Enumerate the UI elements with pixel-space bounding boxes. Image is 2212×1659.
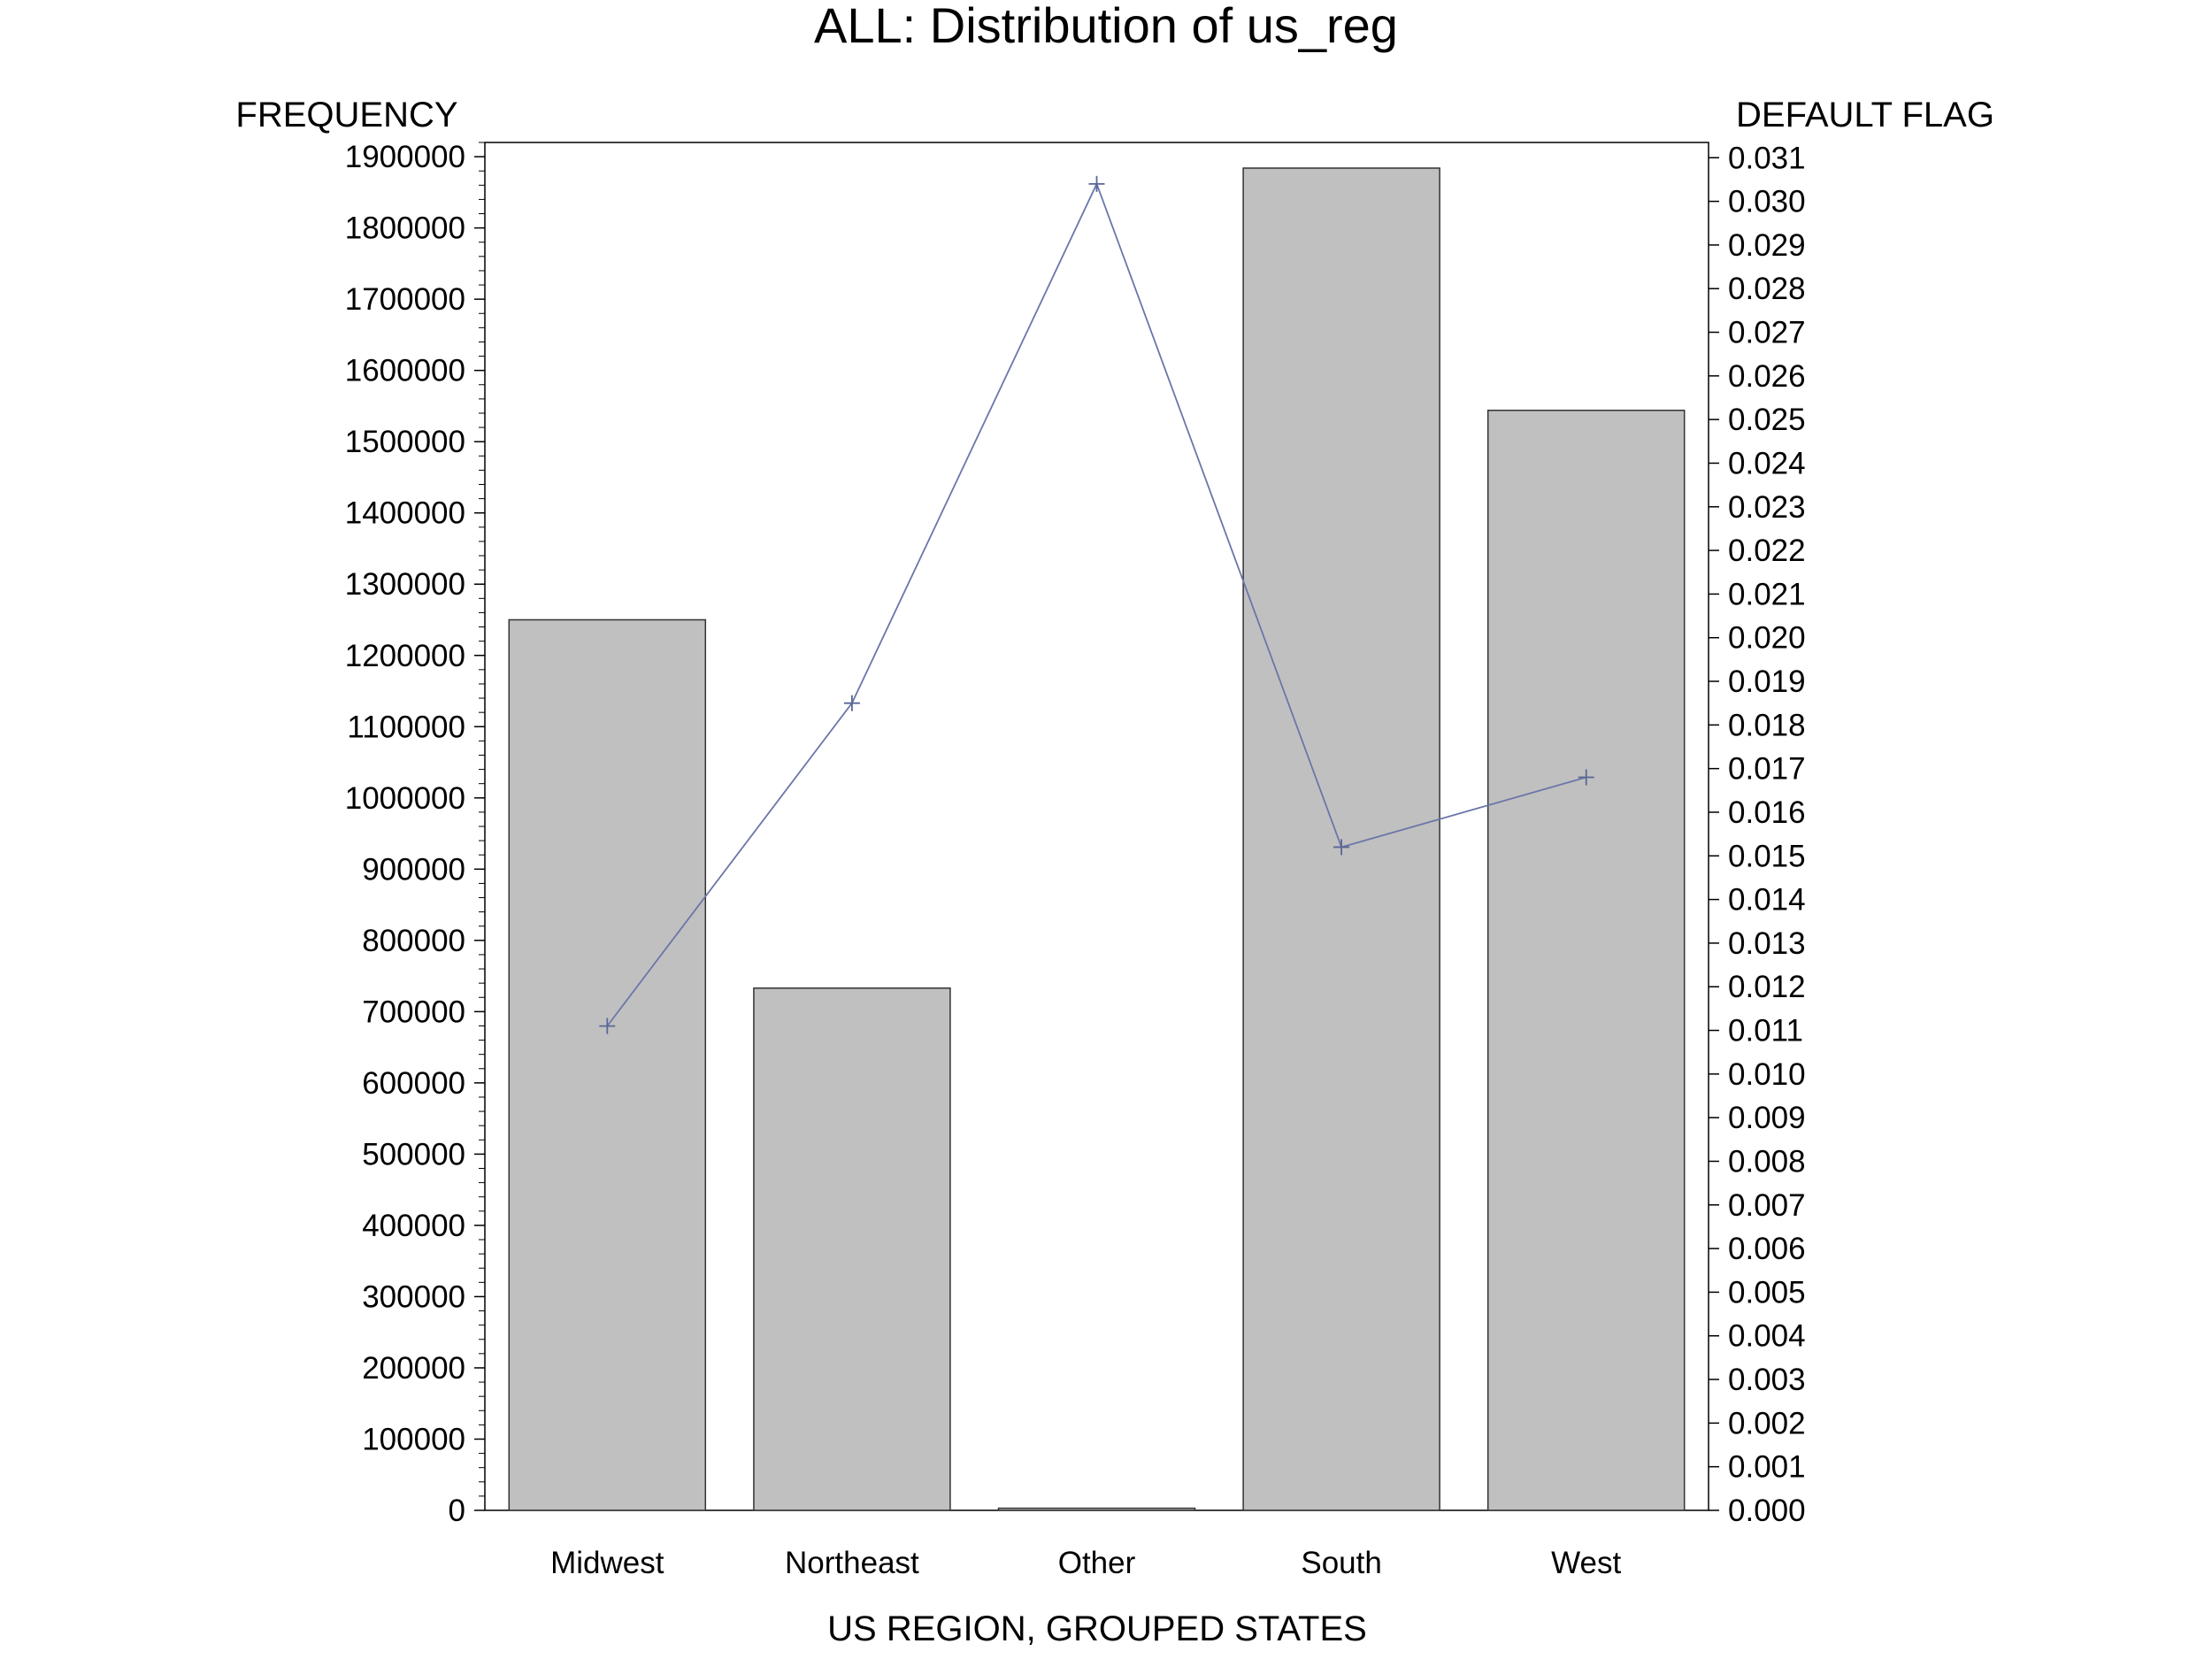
- chart-title: ALL: Distribution of us_reg: [814, 0, 1398, 53]
- right-axis: 0.000 0.001 0.002 0.003 0.004 0.005 0.006 0.007…: [1709, 141, 1806, 1528]
- left-axis-title: FREQUENCY: [235, 96, 457, 134]
- right-tick-label: 0.002: [1728, 1406, 1806, 1440]
- right-tick-label: 0.023: [1728, 490, 1806, 525]
- left-tick-label: 1400000: [345, 496, 465, 531]
- left-tick-label: 1500000: [345, 425, 465, 459]
- left-tick-label: 400000: [362, 1209, 465, 1243]
- right-tick-label: 0.010: [1728, 1057, 1806, 1092]
- right-tick-label: 0.022: [1728, 534, 1806, 568]
- left-tick-label: 0: [449, 1494, 465, 1528]
- right-tick-label: 0.020: [1728, 621, 1806, 656]
- bar-series: [508, 167, 1686, 1511]
- right-tick-label: 0.019: [1728, 664, 1806, 699]
- left-tick-label: 1100000: [347, 710, 465, 744]
- right-tick-label: 0.015: [1728, 839, 1806, 873]
- right-tick-label: 0.029: [1728, 228, 1806, 263]
- x-category-label: Other: [1058, 1546, 1136, 1580]
- x-category-label: Northeast: [785, 1546, 919, 1580]
- right-tick-label: 0.003: [1728, 1363, 1806, 1397]
- right-tick-label: 0.009: [1728, 1101, 1806, 1135]
- right-axis-title: DEFAULT FLAG: [1736, 96, 1994, 134]
- left-axis: 0 100000 200000 300000 400000 500000 600000 700…: [345, 140, 485, 1528]
- left-tick-label: 1300000: [345, 567, 465, 602]
- line-series: [599, 175, 1594, 1034]
- left-tick-label: 700000: [362, 995, 465, 1029]
- left-tick-label: 1900000: [345, 140, 465, 174]
- left-tick-label: 1700000: [345, 282, 465, 317]
- left-tick-label: 1600000: [345, 354, 465, 388]
- bar-midwest: [508, 618, 707, 1511]
- right-tick-label: 0.028: [1728, 272, 1806, 306]
- right-tick-label: 0.000: [1728, 1494, 1806, 1528]
- right-tick-label: 0.012: [1728, 970, 1806, 1004]
- left-tick-label: 300000: [362, 1279, 465, 1314]
- right-tick-label: 0.017: [1728, 752, 1806, 787]
- left-tick-label: 200000: [362, 1351, 465, 1386]
- left-tick-label: 800000: [362, 924, 465, 958]
- left-tick-label: 900000: [362, 852, 465, 887]
- right-tick-label: 0.021: [1728, 577, 1806, 611]
- x-category-label: West: [1551, 1546, 1621, 1580]
- bar-northeast: [753, 987, 951, 1511]
- right-tick-label: 0.007: [1728, 1188, 1806, 1223]
- point-marker-west: [1578, 769, 1594, 786]
- right-tick-label: 0.011: [1728, 1014, 1803, 1048]
- point-marker-south: [1333, 839, 1350, 856]
- right-tick-label: 0.008: [1728, 1144, 1806, 1179]
- right-tick-label: 0.027: [1728, 316, 1806, 350]
- point-marker-northeast: [843, 695, 860, 711]
- x-category-label: Midwest: [550, 1546, 664, 1580]
- right-tick-label: 0.013: [1728, 926, 1806, 961]
- right-tick-label: 0.014: [1728, 883, 1806, 918]
- right-tick-label: 0.024: [1728, 446, 1806, 480]
- bar-west: [1486, 410, 1686, 1511]
- right-tick-label: 0.006: [1728, 1232, 1806, 1266]
- right-tick-label: 0.026: [1728, 359, 1806, 394]
- x-axis-categories: Midwest Northeast Other South West: [550, 1546, 1621, 1580]
- right-tick-label: 0.005: [1728, 1275, 1806, 1310]
- left-tick-label: 1000000: [345, 781, 465, 816]
- right-tick-label: 0.030: [1728, 185, 1806, 219]
- right-tick-label: 0.031: [1728, 141, 1806, 175]
- x-category-label: South: [1301, 1546, 1381, 1580]
- x-axis-title: US REGION, GROUPED STATES: [827, 1609, 1367, 1648]
- point-marker-midwest: [599, 1018, 616, 1034]
- right-tick-label: 0.016: [1728, 795, 1806, 830]
- left-tick-label: 100000: [362, 1422, 465, 1456]
- left-tick-label: 500000: [362, 1137, 465, 1171]
- right-tick-label: 0.018: [1728, 708, 1806, 742]
- point-marker-other: [1088, 175, 1105, 192]
- right-tick-label: 0.001: [1728, 1450, 1806, 1485]
- left-tick-label: 600000: [362, 1066, 465, 1101]
- bar-other: [997, 1507, 1196, 1511]
- left-tick-label: 1200000: [345, 639, 465, 673]
- left-tick-label: 1800000: [345, 211, 465, 246]
- right-tick-label: 0.025: [1728, 403, 1806, 437]
- right-tick-label: 0.004: [1728, 1319, 1806, 1354]
